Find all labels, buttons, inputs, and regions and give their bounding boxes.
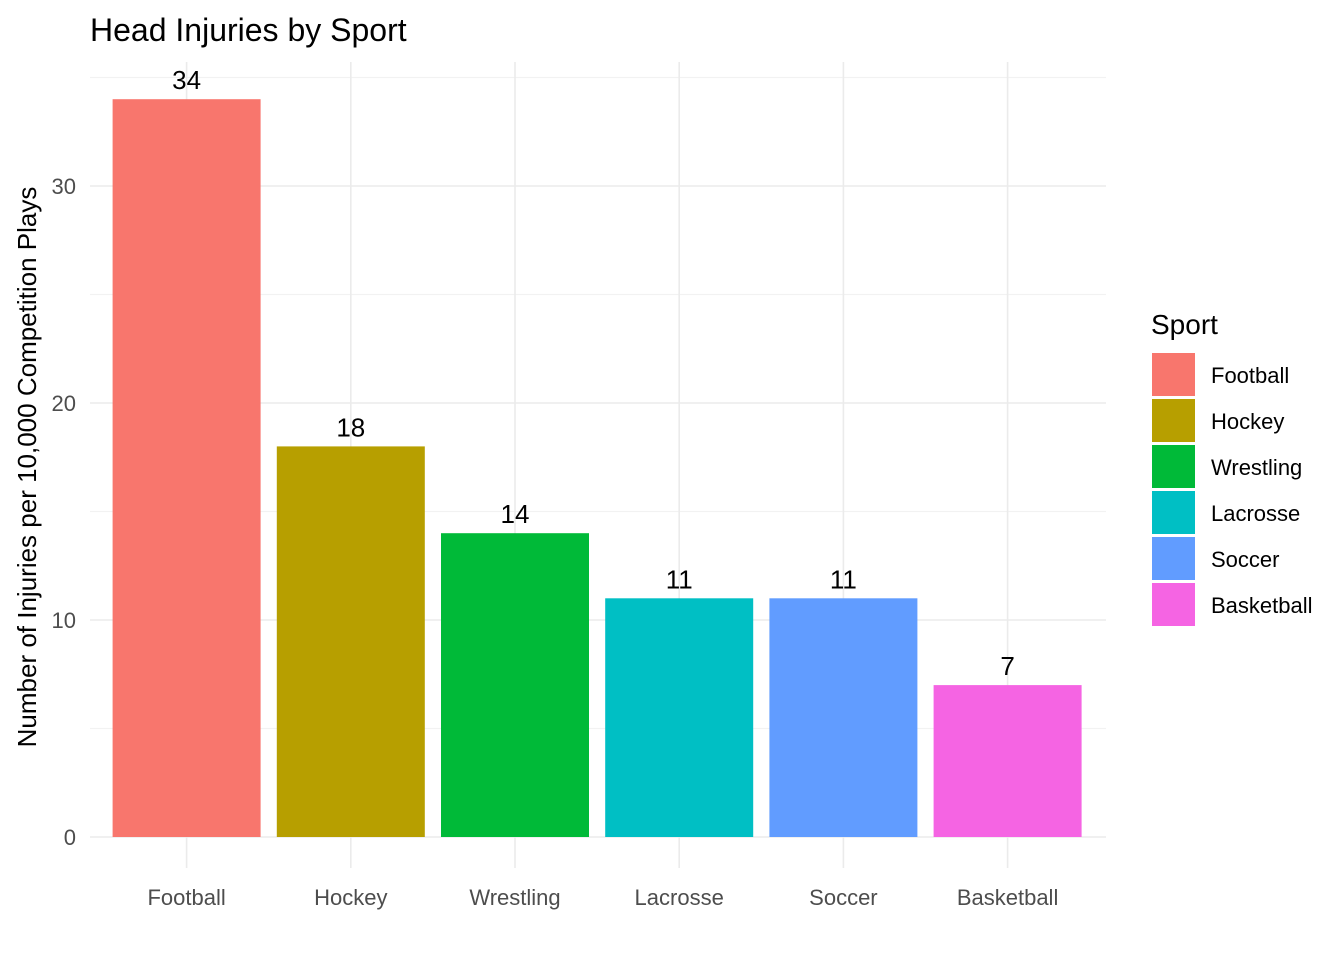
bars <box>112 99 1082 837</box>
bar-lacrosse <box>605 598 754 837</box>
legend-label-lacrosse: Lacrosse <box>1211 501 1300 526</box>
data-label-hockey: 18 <box>336 412 365 442</box>
x-tick-label: Lacrosse <box>635 885 724 910</box>
legend-key-lacrosse <box>1152 491 1195 534</box>
data-label-basketball: 7 <box>1000 651 1014 681</box>
legend-items: Football Hockey Wrestling Lacrosse Soccer Bas… <box>1152 353 1313 626</box>
legend-key-hockey <box>1152 399 1195 442</box>
x-tick-label: Basketball <box>957 885 1059 910</box>
bar-soccer <box>769 598 918 837</box>
bar-hockey <box>276 446 425 837</box>
plot-panel: 34 18 14 11 11 7 <box>90 62 1106 868</box>
bar-football <box>112 99 261 837</box>
data-label-wrestling: 14 <box>501 499 530 529</box>
x-tick-label: Soccer <box>809 885 877 910</box>
legend-title: Sport <box>1151 309 1218 340</box>
y-axis-title: Number of Injuries per 10,000 Competitio… <box>12 187 42 748</box>
bar-basketball <box>933 685 1082 837</box>
bar-wrestling <box>441 533 589 837</box>
data-labels: 34 18 14 11 11 7 <box>172 65 1015 681</box>
x-axis: Football Hockey Wrestling Lacrosse Soccer Bas… <box>147 885 1058 910</box>
data-label-soccer: 11 <box>830 564 857 594</box>
x-tick-label: Hockey <box>314 885 387 910</box>
x-tick-label: Wrestling <box>469 885 560 910</box>
legend: Sport Football Hockey Wrestling Lacrosse Soc… <box>1151 309 1313 626</box>
y-tick-label: 10 <box>52 608 76 633</box>
y-tick-label: 0 <box>64 825 76 850</box>
legend-key-soccer <box>1152 537 1195 580</box>
legend-key-football <box>1152 353 1195 396</box>
data-label-football: 34 <box>172 65 201 95</box>
y-tick-label: 20 <box>52 391 76 416</box>
data-label-lacrosse: 11 <box>666 564 693 594</box>
legend-key-basketball <box>1152 583 1195 626</box>
legend-label-basketball: Basketball <box>1211 593 1313 618</box>
legend-label-wrestling: Wrestling <box>1211 455 1302 480</box>
legend-label-hockey: Hockey <box>1211 409 1284 434</box>
y-tick-label: 30 <box>52 174 76 199</box>
legend-label-football: Football <box>1211 363 1289 388</box>
y-axis: 0 10 20 30 <box>52 174 76 850</box>
chart-title: Head Injuries by Sport <box>90 12 407 48</box>
legend-key-wrestling <box>1152 445 1195 488</box>
legend-label-soccer: Soccer <box>1211 547 1279 572</box>
x-tick-label: Football <box>147 885 225 910</box>
